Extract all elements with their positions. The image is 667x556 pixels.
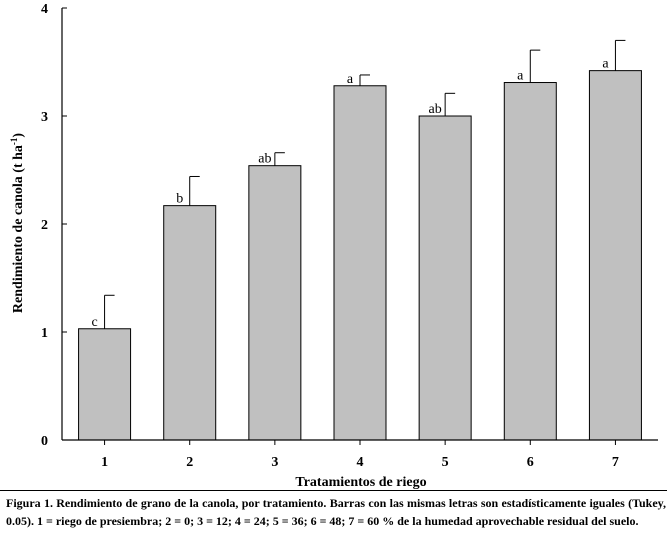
y-tick-label-2: 2 <box>41 218 48 233</box>
y-axis-title: Rendimiento de canola (t ha-1) <box>9 133 26 314</box>
x-tick-label-1: 1 <box>101 455 108 470</box>
x-tick-label-2: 2 <box>186 455 193 470</box>
x-tick-label-7: 7 <box>612 455 619 470</box>
y-tick-label-1: 1 <box>41 326 48 341</box>
bar-4 <box>333 85 387 441</box>
x-tick-label-6: 6 <box>527 455 534 470</box>
bar-1 <box>78 328 132 441</box>
x-tick-label-5: 5 <box>442 455 449 470</box>
y-axis-title-superscript: -1 <box>9 137 19 145</box>
x-axis-title: Tratamientos de riego <box>295 475 426 490</box>
significance-letter-2: b <box>176 192 183 207</box>
y-axis-title-main: Rendimiento de canola (t ha <box>11 145 26 313</box>
significance-letter-5: ab <box>429 102 442 117</box>
caption-divider <box>0 490 667 491</box>
significance-letter-1: c <box>91 315 97 330</box>
y-tick-label-0: 0 <box>41 434 48 449</box>
x-tick-label-3: 3 <box>271 455 278 470</box>
bar-3 <box>248 165 302 441</box>
bar-7 <box>588 70 642 441</box>
figure-caption: Figura 1. Rendimiento de grano de la can… <box>6 496 666 528</box>
y-axis-title-suffix: ) <box>11 133 26 138</box>
y-tick-label-3: 3 <box>41 110 48 125</box>
y-tick-label-4: 4 <box>41 2 48 17</box>
significance-letter-3: ab <box>258 152 271 167</box>
significance-letter-4: a <box>347 72 354 87</box>
x-tick-label-4: 4 <box>357 455 364 470</box>
bar-2 <box>163 205 217 441</box>
chart: c b ab a ab a a 0 1 2 3 4 1 2 3 4 5 6 7 Tratamientos de … <box>9 2 658 490</box>
significance-letter-6: a <box>517 69 524 84</box>
bar-6 <box>503 82 557 441</box>
significance-letter-7: a <box>602 57 609 72</box>
bar-chart: c b ab a ab a a 0 1 2 3 4 1 2 3 4 5 6 7 Tratamientos de … <box>9 2 658 490</box>
bar-5 <box>418 115 472 441</box>
